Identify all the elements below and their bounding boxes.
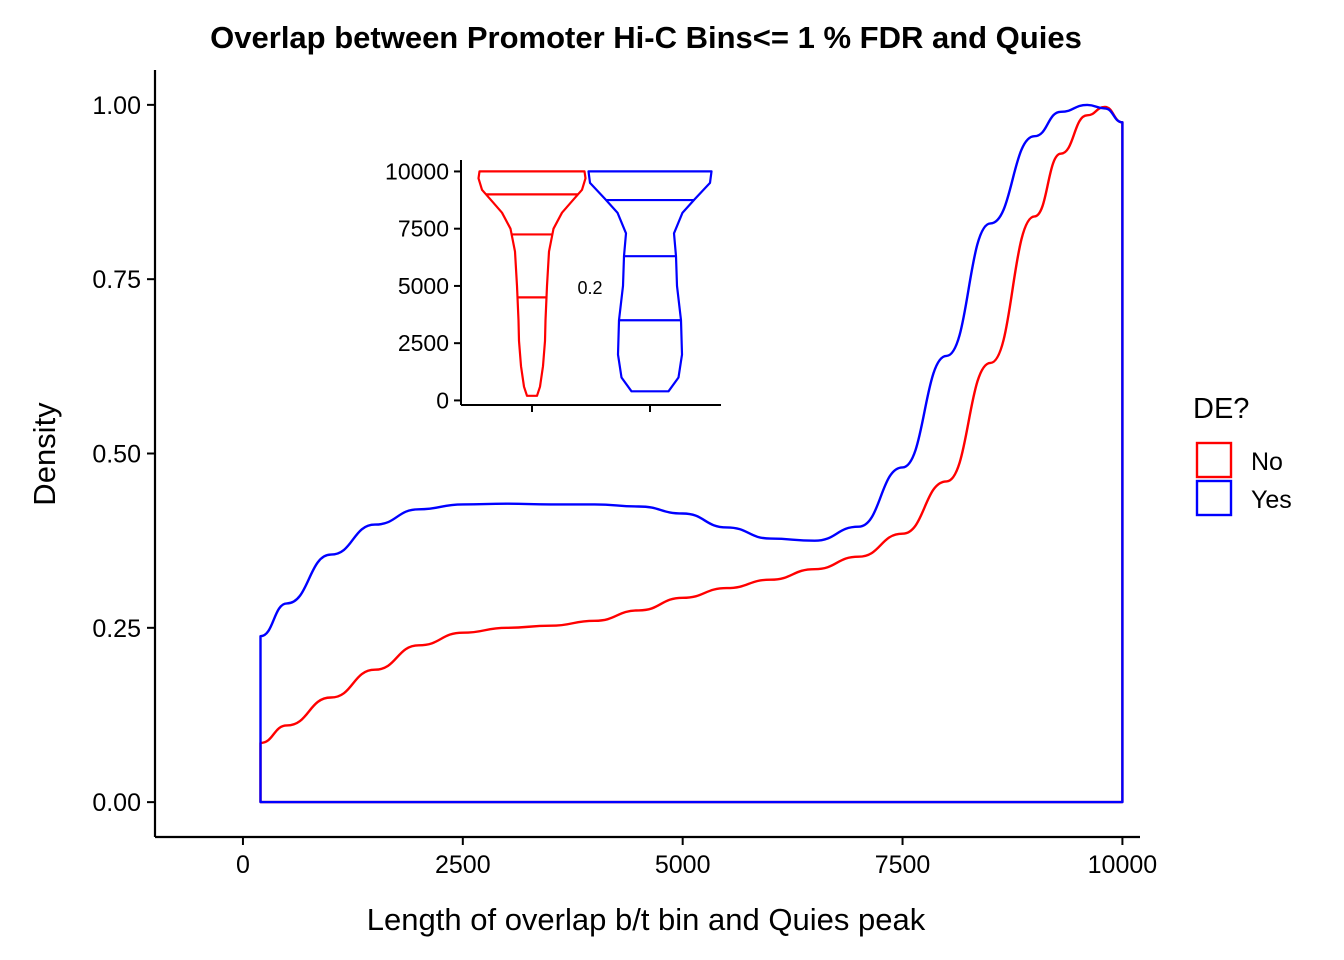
inset-y-tick-label: 7500 (398, 216, 449, 242)
y-tick-label: 0.50 (92, 441, 141, 469)
y-tick-label: 0.00 (92, 789, 141, 817)
legend-key-no (1195, 441, 1233, 479)
violins (477, 170, 713, 397)
violin-yes (587, 170, 713, 393)
y-tick-label: 0.25 (92, 615, 141, 643)
legend-label-no: No (1251, 448, 1283, 476)
x-axis-title: Length of overlap b/t bin and Quies peak (367, 902, 926, 937)
inset-y-tick-label: 2500 (398, 330, 449, 356)
main-plot-panel: 0.00 0.25 0.50 0.75 1.00 0 2500 5000 7500 10000 (92, 70, 1157, 879)
legend: DE? No Yes (1193, 393, 1292, 517)
y-axis-ticks: 0.00 0.25 0.50 0.75 1.00 (92, 92, 155, 817)
x-axis-ticks: 0 2500 5000 7500 10000 (236, 837, 1157, 879)
density-curve-yes (259, 103, 1124, 804)
inset-y-tick-label: 0 (436, 387, 449, 413)
x-tick-label: 7500 (875, 851, 931, 879)
legend-key-yes (1195, 479, 1233, 517)
inset-y-axis-ticks: 0 2500 5000 7500 10000 (385, 158, 461, 413)
x-tick-label: 0 (236, 851, 250, 879)
chart-title: Overlap between Promoter Hi-C Bins<= 1 %… (210, 20, 1082, 55)
legend-title: DE? (1193, 393, 1249, 425)
violin-no (477, 170, 587, 397)
inset-annotation: 0.2 (577, 278, 602, 298)
inset-y-tick-label: 5000 (398, 273, 449, 299)
inset-x-axis-ticks (531, 405, 651, 412)
density-curves (259, 103, 1124, 804)
x-tick-label: 10000 (1088, 851, 1158, 879)
legend-label-yes: Yes (1251, 486, 1292, 514)
legend-items: No Yes (1195, 441, 1292, 517)
inset-violin-plot: 0 2500 5000 7500 10000 0.2 (385, 158, 721, 413)
y-tick-label: 1.00 (92, 92, 141, 120)
y-tick-label: 0.75 (92, 266, 141, 294)
x-tick-label: 2500 (435, 851, 491, 879)
density-curve-no (259, 105, 1124, 804)
x-tick-label: 5000 (655, 851, 711, 879)
inset-y-tick-label: 10000 (385, 158, 449, 184)
y-axis-title: Density (27, 402, 62, 506)
